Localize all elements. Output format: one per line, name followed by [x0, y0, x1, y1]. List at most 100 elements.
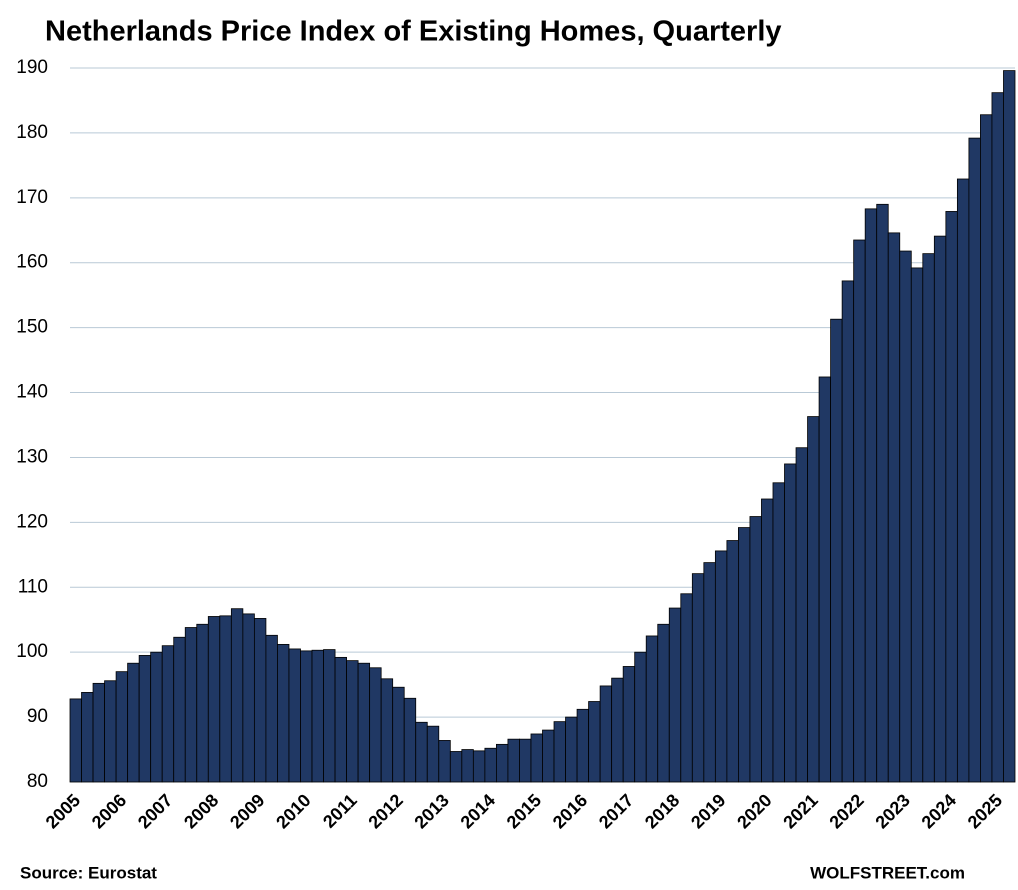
- y-tick-label: 170: [16, 187, 48, 208]
- bar: [104, 680, 117, 783]
- bar: [738, 527, 751, 783]
- x-tick-label: 2014: [457, 790, 499, 832]
- bar: [288, 648, 301, 783]
- bar: [484, 747, 497, 783]
- bar: [392, 686, 405, 783]
- bar: [968, 137, 981, 783]
- y-tick-label: 110: [18, 576, 48, 597]
- bar: [611, 677, 624, 783]
- x-tick-label: 2022: [825, 790, 867, 832]
- x-tick-label: 2007: [134, 790, 176, 832]
- bar: [876, 203, 889, 783]
- bar: [761, 498, 774, 783]
- bar: [92, 682, 105, 783]
- bar: [403, 697, 417, 783]
- x-tick-label: 2021: [779, 790, 821, 832]
- bar: [910, 267, 924, 783]
- bar: [576, 708, 589, 783]
- bar: [426, 725, 440, 783]
- bar: [542, 729, 555, 783]
- bar: [807, 416, 820, 783]
- bar: [207, 616, 221, 783]
- y-tick-label: 80: [27, 771, 48, 792]
- bar: [1003, 70, 1016, 783]
- bar: [173, 636, 186, 783]
- bar: [784, 463, 797, 783]
- bar: [703, 562, 716, 783]
- bar: [588, 701, 601, 783]
- bar: [461, 749, 474, 783]
- bar: [311, 649, 324, 783]
- bar: [680, 593, 693, 783]
- bar: [991, 92, 1004, 783]
- bar: [81, 692, 94, 783]
- bar: [415, 721, 428, 783]
- y-tick-label: 180: [16, 122, 48, 143]
- bar: [380, 678, 394, 783]
- bar: [749, 516, 762, 783]
- bar: [634, 651, 647, 783]
- bar: [161, 645, 175, 783]
- bar: [300, 650, 313, 783]
- bar: [553, 721, 566, 783]
- x-tick-label: 2010: [272, 790, 314, 832]
- bar: [115, 671, 129, 783]
- bar: [830, 318, 843, 783]
- bar: [496, 743, 509, 783]
- x-tick-label: 2009: [226, 790, 268, 832]
- bar: [369, 667, 382, 783]
- y-tick-label: 150: [16, 317, 48, 338]
- bar: [599, 685, 613, 783]
- bar: [530, 733, 543, 783]
- bar: [887, 232, 901, 783]
- bar: [818, 376, 832, 783]
- y-tick-label: 100: [16, 641, 48, 662]
- x-tick-label: 2013: [411, 790, 453, 832]
- x-tick-label: 2011: [319, 790, 361, 832]
- bar: [956, 178, 970, 783]
- x-tick-label: 2008: [180, 790, 222, 832]
- bar: [565, 716, 578, 783]
- bar: [645, 635, 659, 783]
- x-tick-label: 2023: [871, 790, 913, 832]
- bar: [795, 447, 808, 783]
- bar: [230, 608, 244, 783]
- bar: [668, 607, 682, 783]
- bar: [150, 651, 163, 783]
- bar: [922, 253, 935, 783]
- x-tick-label: 2016: [549, 790, 591, 832]
- x-tick-label: 2018: [641, 790, 683, 832]
- bar: [346, 660, 359, 783]
- credit: WOLFSTREET.com: [810, 863, 965, 882]
- bar: [519, 738, 532, 783]
- x-tick-label: 2020: [733, 790, 775, 832]
- bar: [657, 623, 670, 783]
- bar: [438, 740, 451, 783]
- source: Source: Eurostat: [20, 863, 157, 882]
- x-tick-label: 2005: [42, 790, 84, 832]
- x-tick-label: 2015: [503, 790, 545, 832]
- x-tick-label: 2017: [595, 790, 637, 832]
- x-tick-label: 2025: [964, 790, 1006, 832]
- bar: [507, 738, 520, 783]
- bar: [449, 751, 463, 783]
- bar: [219, 615, 232, 783]
- bar: [853, 239, 866, 783]
- bar: [772, 482, 785, 783]
- bar: [242, 613, 255, 783]
- chart-title: Netherlands Price Index of Existing Home…: [45, 16, 782, 48]
- x-tick-label: 2019: [687, 790, 729, 832]
- bar: [933, 235, 947, 783]
- bar: [196, 623, 209, 783]
- bar: [323, 649, 336, 783]
- bar: [472, 750, 486, 783]
- bar: [691, 573, 705, 783]
- bar: [265, 634, 278, 783]
- x-tick-label: 2006: [88, 790, 130, 832]
- bar: [184, 627, 198, 783]
- bar: [980, 114, 993, 783]
- y-tick-label: 130: [16, 446, 48, 467]
- bar: [622, 666, 636, 783]
- x-tick-label: 2012: [364, 790, 406, 832]
